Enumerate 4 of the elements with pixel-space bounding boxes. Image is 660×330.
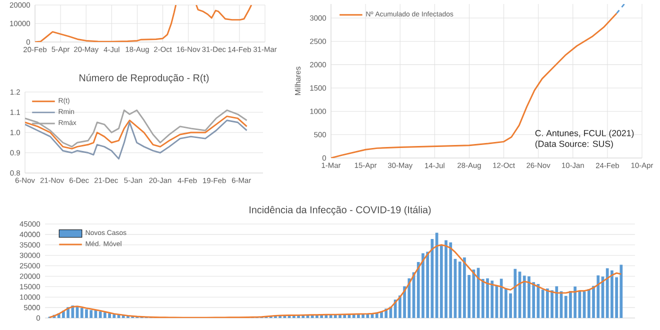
annotation: (Data Source: SUS) (535, 140, 613, 149)
chart-title: Incidência da Infecção - COVID-19 (Itália) (250, 206, 431, 216)
annotation: C. Antunes, FCUL (2021) (535, 130, 634, 138)
chart-title: Número de Reprodução - R(t) (80, 74, 209, 84)
